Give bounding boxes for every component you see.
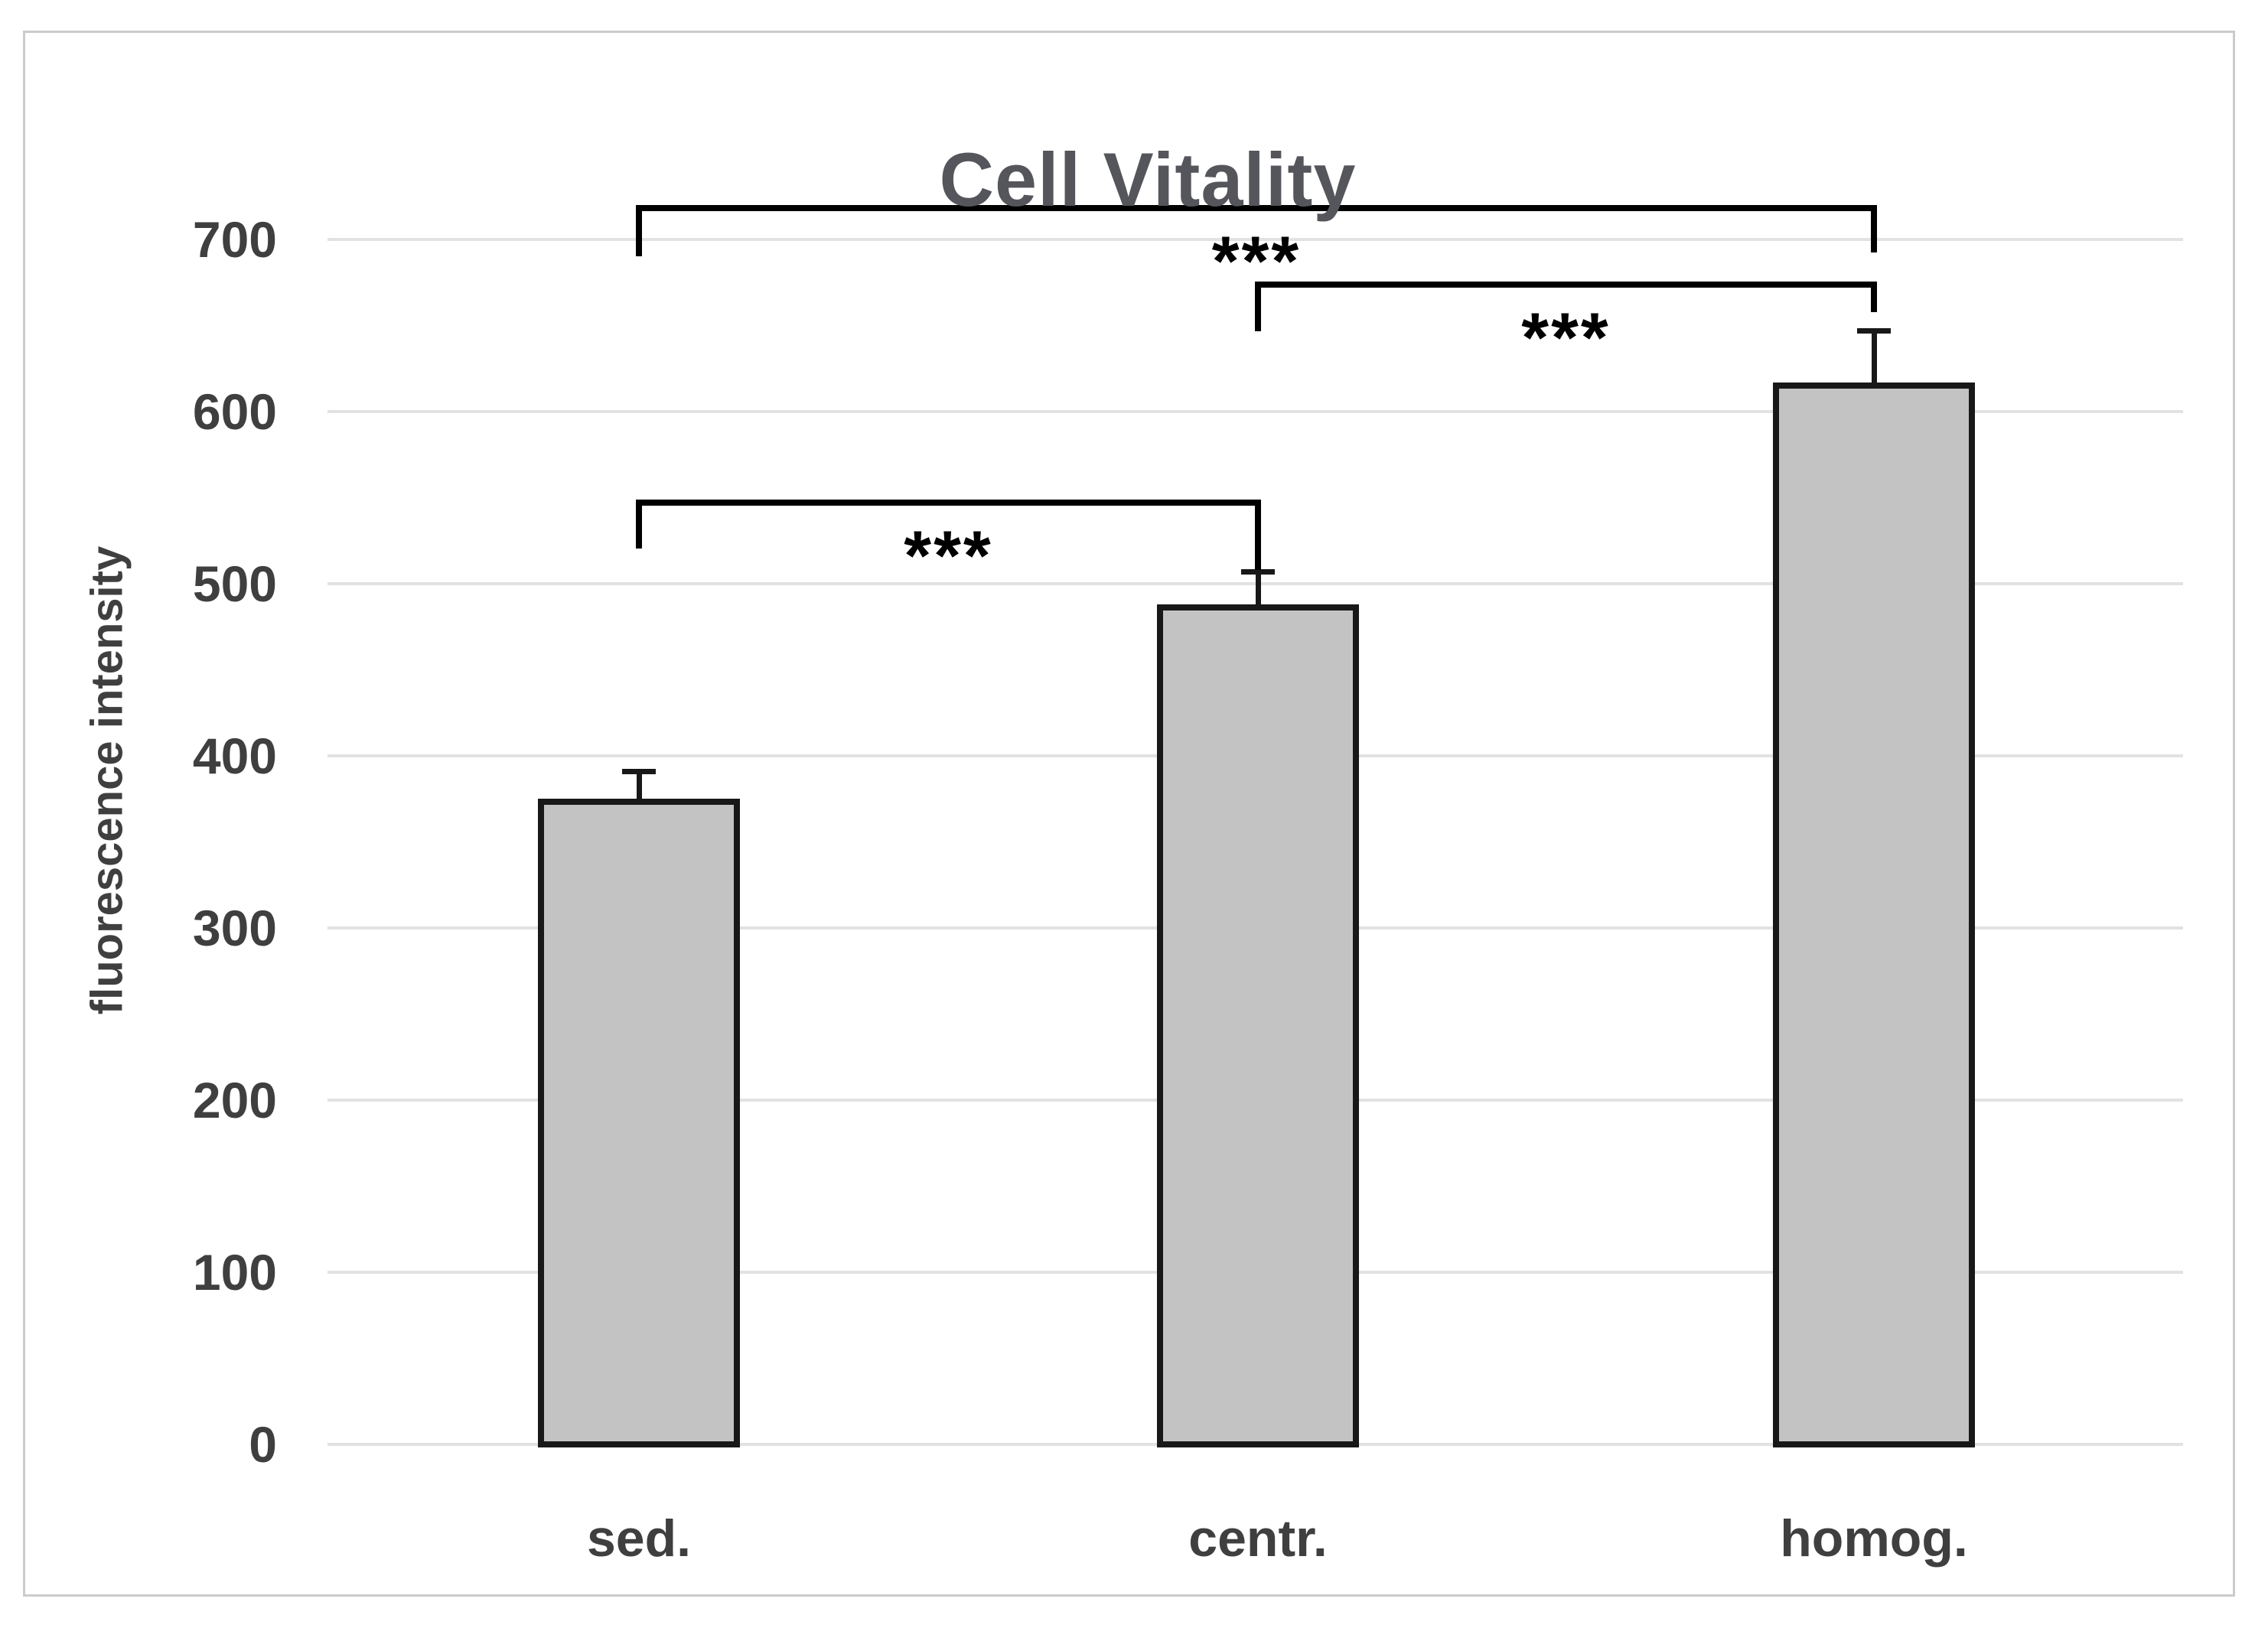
significance-bracket-leg: [1255, 500, 1261, 570]
bar-homog: [1773, 383, 1975, 1447]
significance-bracket-leg: [1255, 282, 1261, 331]
y-tick-label: 300: [192, 900, 277, 956]
y-tick-label: 700: [192, 211, 277, 268]
bar-centr: [1157, 604, 1359, 1447]
gridline: [327, 238, 2183, 241]
y-tick-label: 600: [192, 383, 277, 440]
x-category-label: centr.: [1188, 1509, 1328, 1568]
significance-label: ***: [904, 517, 993, 595]
x-category-label: homog.: [1780, 1509, 1968, 1568]
y-tick-label: 200: [192, 1072, 277, 1128]
error-bar-line: [1872, 330, 1877, 383]
y-axis-title: fluorescence intensity: [82, 545, 132, 1015]
y-tick-label: 400: [192, 728, 277, 784]
error-bar-cap: [1241, 569, 1275, 575]
error-bar-cap: [1857, 328, 1891, 334]
significance-bracket-leg: [636, 500, 642, 549]
chart-title: Cell Vitality: [939, 137, 1357, 222]
significance-label: ***: [1521, 299, 1611, 377]
error-bar-line: [637, 771, 642, 799]
gridline: [327, 410, 2183, 413]
gridline: [327, 582, 2183, 585]
y-tick-label: 500: [192, 555, 277, 612]
x-category-label: sed.: [586, 1509, 692, 1568]
significance-bracket: [636, 205, 1877, 211]
significance-bracket-leg: [1871, 282, 1877, 312]
bar-sed: [538, 799, 740, 1447]
significance-bracket: [636, 500, 1261, 506]
error-bar-cap: [622, 769, 656, 774]
significance-bracket-leg: [636, 205, 642, 256]
y-tick-label: 0: [249, 1416, 277, 1473]
error-bar-line: [1256, 571, 1261, 604]
significance-bracket: [1255, 282, 1877, 288]
significance-bracket-leg: [1871, 205, 1877, 252]
y-tick-label: 100: [192, 1244, 277, 1301]
